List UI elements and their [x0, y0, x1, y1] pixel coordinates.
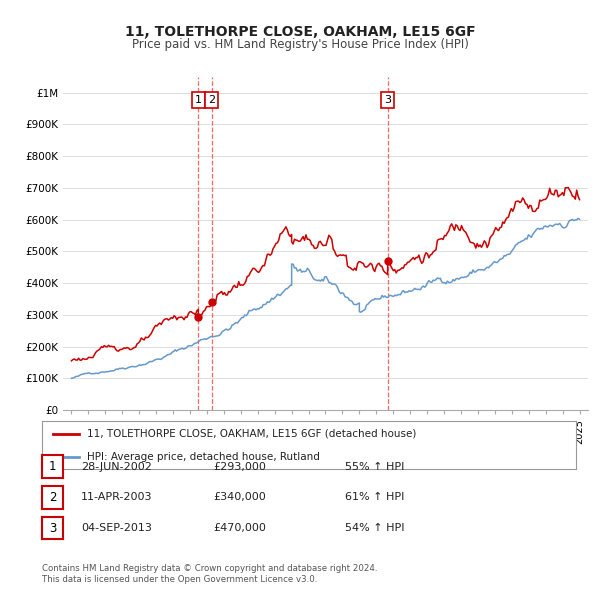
Text: 11, TOLETHORPE CLOSE, OAKHAM, LE15 6GF: 11, TOLETHORPE CLOSE, OAKHAM, LE15 6GF	[125, 25, 475, 39]
Text: Contains HM Land Registry data © Crown copyright and database right 2024.: Contains HM Land Registry data © Crown c…	[42, 565, 377, 573]
Text: £340,000: £340,000	[213, 493, 266, 502]
Text: 04-SEP-2013: 04-SEP-2013	[81, 523, 152, 533]
Text: 11-APR-2003: 11-APR-2003	[81, 493, 152, 502]
Text: £293,000: £293,000	[213, 462, 266, 471]
Text: 55% ↑ HPI: 55% ↑ HPI	[345, 462, 404, 471]
Text: 61% ↑ HPI: 61% ↑ HPI	[345, 493, 404, 502]
Text: HPI: Average price, detached house, Rutland: HPI: Average price, detached house, Rutl…	[88, 452, 320, 462]
Text: 2: 2	[208, 95, 215, 105]
Text: £470,000: £470,000	[213, 523, 266, 533]
Text: 28-JUN-2002: 28-JUN-2002	[81, 462, 152, 471]
Text: 1: 1	[195, 95, 202, 105]
Text: 3: 3	[49, 522, 56, 535]
Text: 54% ↑ HPI: 54% ↑ HPI	[345, 523, 404, 533]
Text: Price paid vs. HM Land Registry's House Price Index (HPI): Price paid vs. HM Land Registry's House …	[131, 38, 469, 51]
Text: 3: 3	[384, 95, 391, 105]
Text: 11, TOLETHORPE CLOSE, OAKHAM, LE15 6GF (detached house): 11, TOLETHORPE CLOSE, OAKHAM, LE15 6GF (…	[88, 429, 417, 439]
Text: 1: 1	[49, 460, 56, 473]
Text: This data is licensed under the Open Government Licence v3.0.: This data is licensed under the Open Gov…	[42, 575, 317, 584]
Text: 2: 2	[49, 491, 56, 504]
